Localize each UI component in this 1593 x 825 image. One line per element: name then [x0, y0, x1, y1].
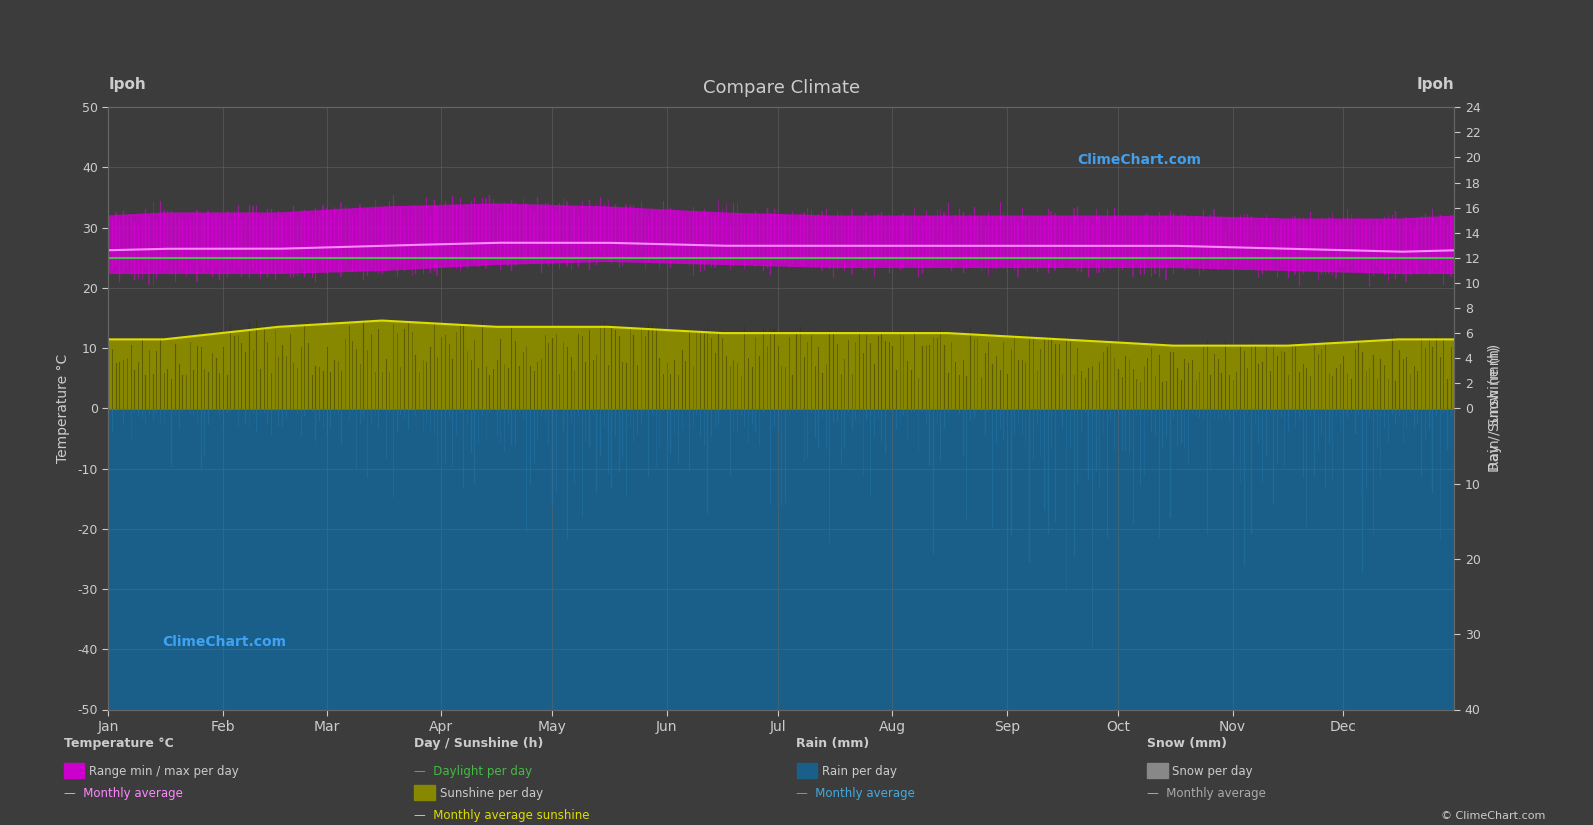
Y-axis label: Day / Sunshine (h): Day / Sunshine (h): [1488, 344, 1502, 473]
Text: Ipoh: Ipoh: [1416, 78, 1454, 92]
Text: —  Daylight per day: — Daylight per day: [414, 765, 532, 778]
Text: —  Monthly average: — Monthly average: [1147, 787, 1266, 800]
Text: ClimeChart.com: ClimeChart.com: [162, 635, 287, 649]
Text: —  Monthly average sunshine: — Monthly average sunshine: [414, 808, 589, 822]
Text: © ClimeChart.com: © ClimeChart.com: [1440, 811, 1545, 821]
Text: —  Monthly average: — Monthly average: [796, 787, 916, 800]
Text: —  Monthly average: — Monthly average: [64, 787, 183, 800]
Text: Range min / max per day: Range min / max per day: [89, 765, 239, 778]
Text: ClimeChart.com: ClimeChart.com: [1077, 153, 1201, 167]
Y-axis label: Temperature °C: Temperature °C: [56, 354, 70, 463]
Text: Rain per day: Rain per day: [822, 765, 897, 778]
Text: Snow per day: Snow per day: [1172, 765, 1254, 778]
Text: Snow (mm): Snow (mm): [1147, 737, 1227, 750]
Text: Sunshine per day: Sunshine per day: [440, 787, 543, 800]
Text: Day / Sunshine (h): Day / Sunshine (h): [414, 737, 543, 750]
Title: Compare Climate: Compare Climate: [703, 79, 860, 97]
Y-axis label: Rain / Snow (mm): Rain / Snow (mm): [1488, 346, 1502, 470]
Text: Rain (mm): Rain (mm): [796, 737, 870, 750]
Text: Ipoh: Ipoh: [108, 78, 147, 92]
Text: Temperature °C: Temperature °C: [64, 737, 174, 750]
